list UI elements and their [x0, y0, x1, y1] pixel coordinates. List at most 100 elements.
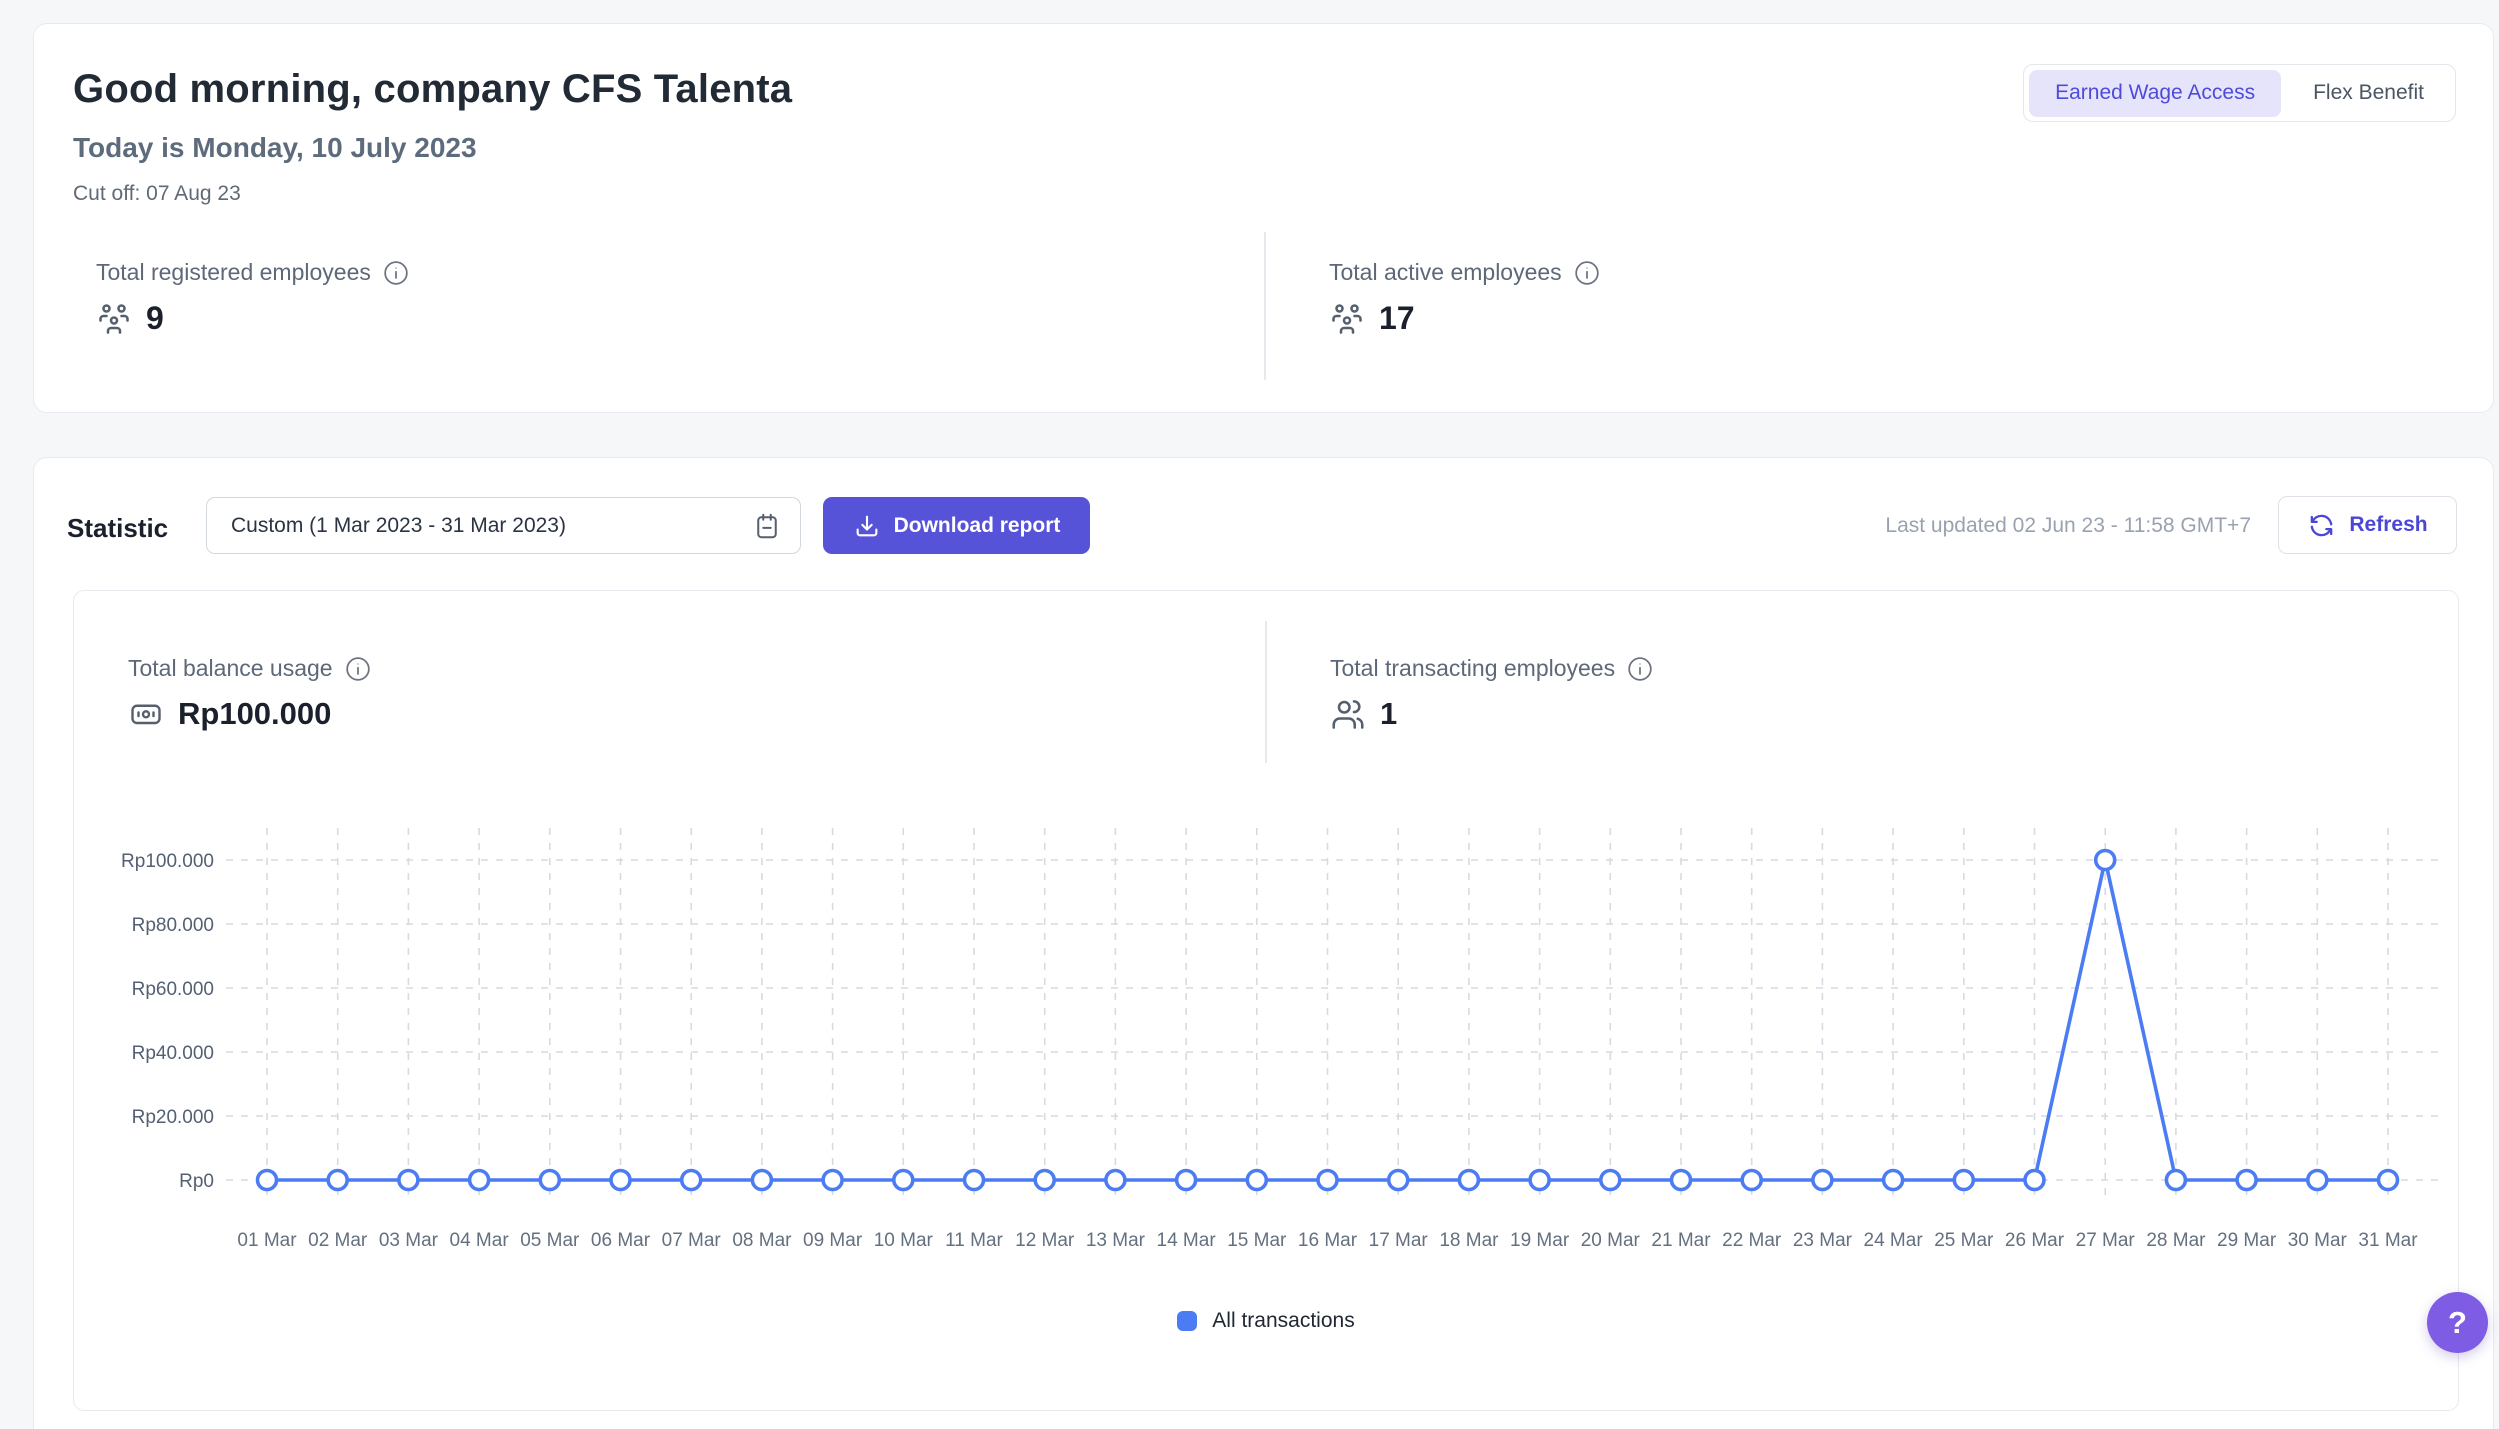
svg-text:Rp20.000: Rp20.000	[132, 1107, 214, 1128]
chart-point[interactable]	[679, 1168, 703, 1192]
chart-point[interactable]	[750, 1168, 774, 1192]
svg-text:09 Mar: 09 Mar	[803, 1230, 863, 1251]
stat-value: 9	[146, 300, 164, 336]
summary-value: 1	[1380, 696, 1398, 731]
chart-point[interactable]	[962, 1168, 986, 1192]
svg-text:05 Mar: 05 Mar	[520, 1230, 580, 1251]
svg-text:13 Mar: 13 Mar	[1086, 1230, 1146, 1251]
svg-text:Rp80.000: Rp80.000	[132, 915, 214, 936]
summary-value: Rp100.000	[178, 696, 332, 731]
date-range-select[interactable]: Custom (1 Mar 2023 - 31 Mar 2023)	[206, 497, 801, 554]
svg-text:10 Mar: 10 Mar	[874, 1230, 934, 1251]
product-toggle: Earned Wage Access Flex Benefit	[2023, 64, 2456, 122]
users-icon	[1330, 696, 1366, 732]
chart-point[interactable]	[2306, 1168, 2329, 1192]
chart-point[interactable]	[467, 1168, 491, 1192]
chart-point[interactable]	[2235, 1168, 2258, 1192]
svg-text:24 Mar: 24 Mar	[1864, 1230, 1924, 1251]
svg-text:31 Mar: 31 Mar	[2358, 1230, 2418, 1251]
svg-text:15 Mar: 15 Mar	[1227, 1230, 1287, 1251]
chart-point[interactable]	[397, 1168, 420, 1192]
usage-line-chart: 01 Mar 02 Mar 03 Mar 04 Mar 05 Mar 06 Mar 07 M…	[121, 828, 2444, 1251]
svg-text:Rp0: Rp0	[179, 1171, 214, 1192]
chart-point[interactable]	[538, 1168, 562, 1192]
chart-point[interactable]	[891, 1168, 915, 1192]
chart-point[interactable]	[2093, 848, 2117, 872]
stat-active-employees: Total active employees 17	[1329, 259, 1600, 337]
chart-point[interactable]	[1033, 1168, 1057, 1192]
chart-point[interactable]	[821, 1168, 844, 1192]
svg-text:14 Mar: 14 Mar	[1157, 1230, 1217, 1251]
svg-text:04 Mar: 04 Mar	[450, 1230, 510, 1251]
chart-point[interactable]	[1528, 1168, 1551, 1192]
banknote-icon	[128, 696, 164, 732]
last-updated-text: Last updated 02 Jun 23 - 11:58 GMT+7	[1885, 514, 2251, 537]
stat-label: Total active employees	[1329, 259, 1562, 285]
usage-chart-card: Total balance usage Rp100.000	[73, 590, 2459, 1411]
chart-point[interactable]	[1599, 1168, 1622, 1192]
statistic-title: Statistic	[67, 513, 169, 543]
download-report-label: Download report	[893, 513, 1061, 537]
date-range-value: Custom (1 Mar 2023 - 31 Mar 2023)	[231, 513, 566, 537]
info-icon[interactable]	[1627, 656, 1653, 682]
legend-swatch-all-transactions	[1177, 1311, 1198, 1331]
statistic-card: Statistic Custom (1 Mar 2023 - 31 Mar 20…	[33, 457, 2494, 1429]
users-group-icon	[1329, 301, 1365, 337]
chart-point[interactable]	[1316, 1168, 1339, 1192]
chart-point[interactable]	[2164, 1168, 2188, 1192]
info-icon[interactable]	[1574, 260, 1600, 286]
chart-point[interactable]	[326, 1168, 350, 1192]
svg-text:25 Mar: 25 Mar	[1934, 1230, 1994, 1251]
svg-text:27 Mar: 27 Mar	[2076, 1230, 2136, 1251]
summary-transacting-employees: Total transacting employees 1	[1330, 655, 1653, 732]
chart-point[interactable]	[1740, 1168, 1763, 1192]
svg-text:03 Mar: 03 Mar	[379, 1230, 439, 1251]
tab-earned-wage-access[interactable]: Earned Wage Access	[2029, 69, 2282, 117]
summary-balance-usage: Total balance usage Rp100.000	[128, 655, 371, 732]
svg-text:26 Mar: 26 Mar	[2005, 1230, 2065, 1251]
svg-text:30 Mar: 30 Mar	[2288, 1230, 2348, 1251]
chart-point[interactable]	[1881, 1168, 1905, 1192]
tab-flex-benefit[interactable]: Flex Benefit	[2287, 70, 2450, 117]
info-icon[interactable]	[383, 260, 409, 286]
today-date: Today is Monday, 10 July 2023	[73, 132, 477, 163]
page-title: Good morning, company CFS Talenta	[73, 67, 793, 111]
chart-point[interactable]	[1245, 1168, 1269, 1192]
refresh-button[interactable]: Refresh	[2278, 496, 2457, 554]
refresh-label: Refresh	[2349, 513, 2428, 536]
chart-point[interactable]	[1104, 1168, 1127, 1192]
chart-point[interactable]	[2023, 1168, 2046, 1192]
svg-text:02 Mar: 02 Mar	[308, 1230, 368, 1251]
stat-registered-employees: Total registered employees 9	[96, 259, 409, 337]
help-button[interactable]: ?	[2427, 1292, 2488, 1353]
chart-point[interactable]	[2376, 1168, 2400, 1192]
svg-text:20 Mar: 20 Mar	[1581, 1230, 1641, 1251]
svg-text:16 Mar: 16 Mar	[1298, 1230, 1358, 1251]
download-report-button[interactable]: Download report	[823, 497, 1090, 554]
svg-text:21 Mar: 21 Mar	[1651, 1230, 1711, 1251]
svg-text:06 Mar: 06 Mar	[591, 1230, 651, 1251]
summary-label: Total balance usage	[128, 655, 333, 681]
info-icon[interactable]	[345, 656, 371, 682]
legend-label: All transactions	[1212, 1309, 1355, 1332]
summary-divider	[1265, 621, 1267, 763]
svg-text:Rp100.000: Rp100.000	[121, 851, 214, 872]
svg-text:Rp40.000: Rp40.000	[132, 1043, 214, 1064]
chart-point[interactable]	[255, 1168, 279, 1192]
svg-text:23 Mar: 23 Mar	[1793, 1230, 1853, 1251]
chart-legend: All transactions	[74, 1309, 2458, 1333]
stats-divider	[1264, 232, 1266, 380]
svg-text:17 Mar: 17 Mar	[1369, 1230, 1429, 1251]
chart-point[interactable]	[1457, 1168, 1481, 1192]
stat-label: Total registered employees	[96, 259, 371, 285]
svg-text:Rp60.000: Rp60.000	[132, 979, 214, 1000]
chart-point[interactable]	[609, 1168, 632, 1192]
chart-point[interactable]	[1811, 1168, 1834, 1192]
chart-point[interactable]	[1386, 1168, 1410, 1192]
users-group-icon	[96, 301, 132, 337]
chart-point[interactable]	[1952, 1168, 1976, 1192]
cutoff-date: Cut off: 07 Aug 23	[73, 182, 241, 205]
chart-point[interactable]	[1174, 1168, 1198, 1192]
chart-point[interactable]	[1669, 1168, 1693, 1192]
